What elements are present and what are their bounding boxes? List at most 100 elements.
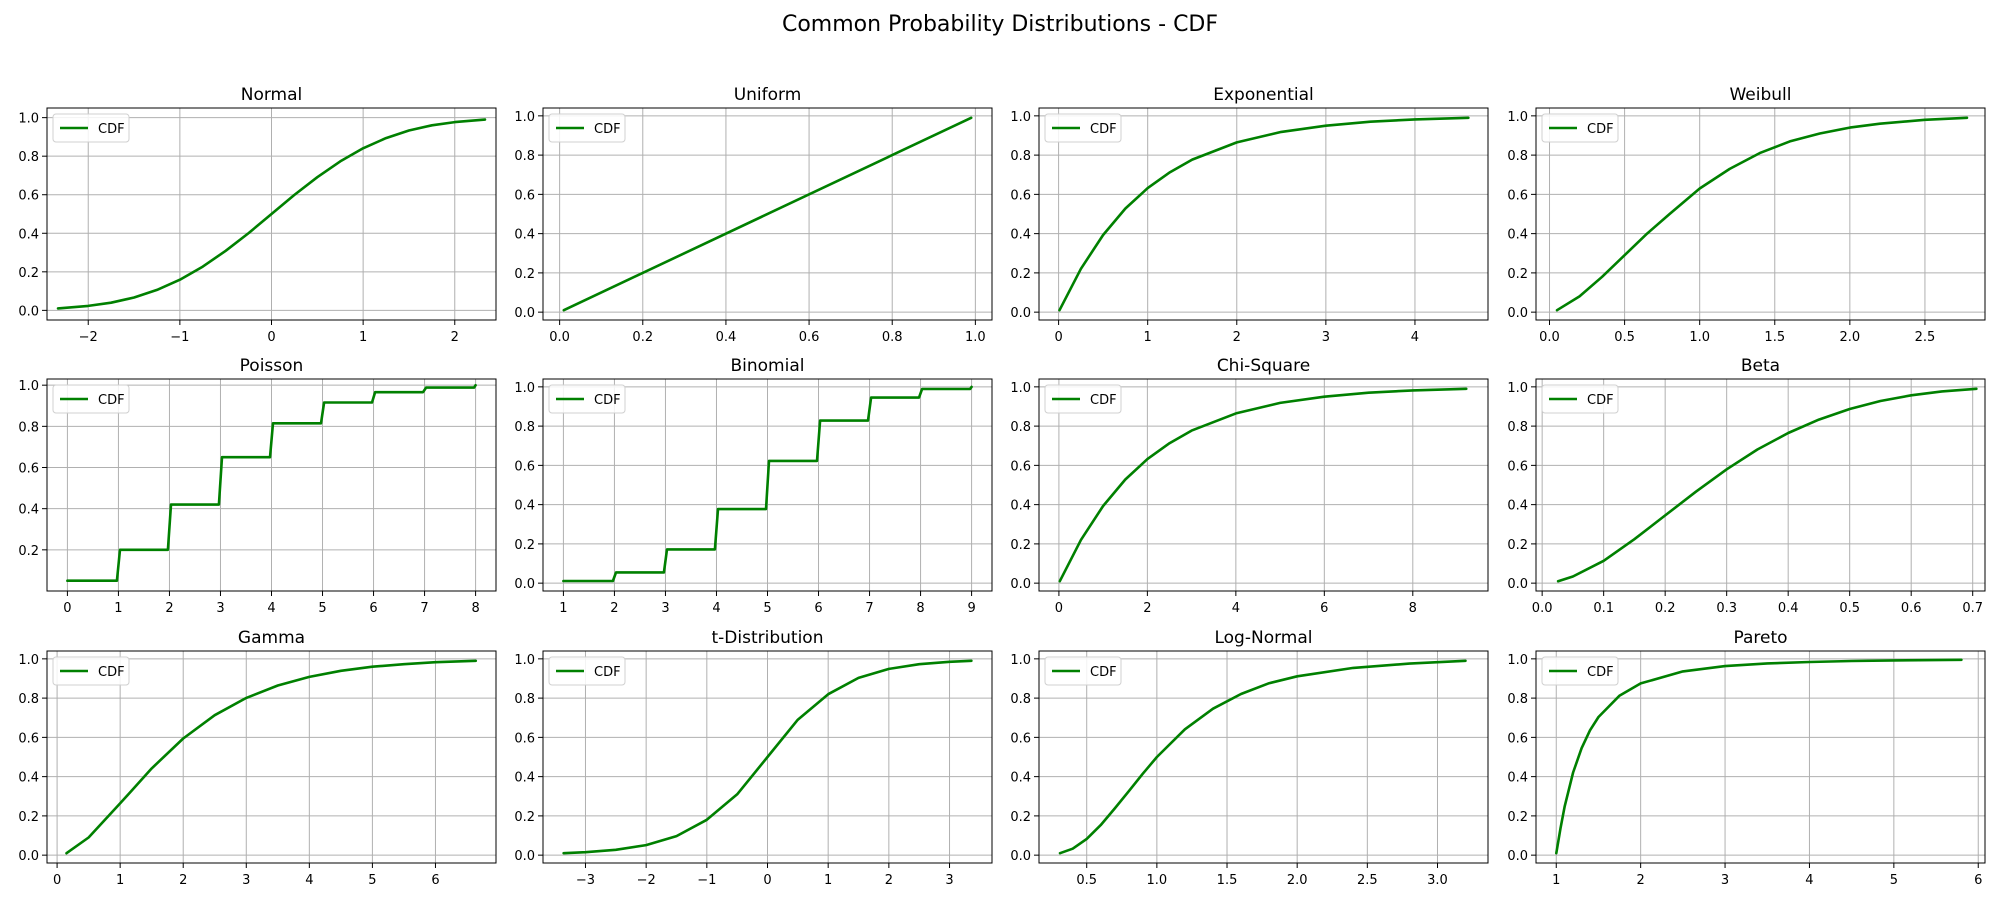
legend-box — [1541, 113, 1619, 143]
y-tick-label: 0.0 — [18, 304, 39, 319]
legend-box — [548, 384, 626, 414]
y-tick-label: 0.4 — [1010, 499, 1031, 514]
legend-box — [548, 656, 626, 686]
x-tick-label: 1.5 — [1217, 873, 1238, 888]
y-tick-label: 0.0 — [1010, 577, 1031, 592]
x-tick-label: −1 — [170, 330, 189, 345]
y-tick-label: 0.6 — [1507, 188, 1528, 203]
x-tick-label: 0.2 — [1655, 601, 1676, 616]
x-tick-label: 1 — [359, 330, 367, 345]
x-tick-label: 2 — [885, 873, 893, 888]
y-tick-label: 0.4 — [514, 228, 535, 243]
legend: CDF — [1541, 113, 1619, 143]
x-tick-label: 2 — [165, 601, 173, 616]
axes-frame — [1535, 378, 1986, 592]
y-tick-label: 0.6 — [18, 462, 39, 477]
y-tick-label: 0.2 — [18, 810, 39, 825]
subplot-title: Beta — [1741, 356, 1780, 376]
x-tick-label: 2 — [610, 601, 618, 616]
x-tick-label: 8 — [916, 601, 924, 616]
legend: CDF — [52, 384, 130, 414]
x-tick-label: 3 — [945, 873, 953, 888]
y-tick-label: 0.8 — [18, 692, 39, 707]
y-tick-label: 0.2 — [514, 267, 535, 282]
figure-title: Common Probability Distributions - CDF — [781, 12, 1219, 37]
y-tick-label: 0.6 — [18, 189, 39, 204]
plot-area — [1536, 108, 1985, 320]
legend: CDF — [548, 113, 626, 143]
x-tick-label: 7 — [865, 601, 873, 616]
x-tick-label: −1 — [697, 873, 716, 888]
y-tick-label: 0.6 — [1010, 188, 1031, 203]
subplot-7: Beta 0.0 0.1 0.2 0.3 0.4 0.5 0.6 0.7 0.0 0.2 0.4 0.6… — [1507, 356, 1986, 616]
y-tick-label: 1.0 — [18, 112, 39, 127]
y-tick-label: 0.0 — [1010, 306, 1031, 321]
x-tick-label: 1.0 — [1689, 330, 1710, 345]
legend: CDF — [52, 656, 130, 686]
legend-box — [1044, 384, 1122, 414]
legend-box — [548, 113, 626, 143]
y-tick-label: 1.0 — [514, 653, 535, 668]
subplot-title: Uniform — [734, 85, 802, 105]
x-tick-label: 3.0 — [1427, 873, 1448, 888]
x-tick-label: 0.4 — [716, 330, 737, 345]
x-tick-label: 0.7 — [1962, 601, 1983, 616]
y-tick-label: 0.0 — [1507, 306, 1528, 321]
legend-label: CDF — [1587, 393, 1614, 408]
y-tick-label: 0.2 — [1010, 267, 1031, 282]
legend-box — [1541, 384, 1619, 414]
y-tick-label: 0.4 — [1010, 771, 1031, 786]
x-tick-label: 0 — [1055, 601, 1063, 616]
y-tick-label: 0.0 — [1010, 849, 1031, 864]
x-tick-label: 8 — [471, 601, 479, 616]
y-tick-label: 0.8 — [514, 149, 535, 164]
subplot-title: Normal — [241, 85, 303, 105]
subplot-title: Chi-Square — [1217, 356, 1310, 376]
cdf-series-line — [1555, 116, 1969, 312]
legend-label: CDF — [98, 393, 125, 408]
x-tick-label: 9 — [967, 601, 975, 616]
y-tick-label: 1.0 — [1010, 653, 1031, 668]
legend: CDF — [1541, 656, 1619, 686]
legend: CDF — [1044, 113, 1122, 143]
y-tick-label: 0.6 — [1507, 459, 1528, 474]
y-tick-label: 0.2 — [1010, 538, 1031, 553]
x-tick-label: 6 — [369, 601, 377, 616]
x-tick-label: 1 — [1552, 873, 1560, 888]
x-tick-label: 5 — [368, 873, 376, 888]
x-tick-label: 3 — [242, 873, 250, 888]
legend-box — [52, 384, 130, 414]
subplot-3: Weibull 0.0 0.5 1.0 1.5 2.0 2.5 0.0 0.2 0.4 0.6 0.8… — [1507, 85, 1986, 345]
subplot-title: Binomial — [731, 356, 805, 376]
legend-label: CDF — [594, 393, 621, 408]
subplot-1: Uniform 0.0 0.2 0.4 0.6 0.8 1.0 0.0 0.2 0.4 0.6 0.8… — [514, 85, 993, 345]
x-tick-label: 3 — [216, 601, 224, 616]
plot-area — [47, 651, 496, 863]
x-tick-label: 0.4 — [1778, 601, 1799, 616]
x-tick-label: 4 — [267, 601, 275, 616]
subplot-4: Poisson 0 1 2 3 4 5 6 7 8 0.2 0.4 0.6 0.8 1.0 CDF — [18, 356, 497, 616]
y-tick-label: 0.2 — [514, 810, 535, 825]
legend-label: CDF — [594, 665, 621, 680]
legend-label: CDF — [98, 665, 125, 680]
cdf-series-line — [1058, 659, 1467, 855]
y-tick-label: 0.6 — [514, 188, 535, 203]
x-tick-label: 4 — [1232, 601, 1240, 616]
y-tick-label: 1.0 — [1010, 110, 1031, 125]
x-tick-label: −2 — [637, 873, 656, 888]
subplot-6: Chi-Square 0 2 4 6 8 0.0 0.2 0.4 0.6 0.8 1.0 CDF — [1010, 356, 1489, 616]
y-tick-label: 0.6 — [18, 731, 39, 746]
x-tick-label: 2.5 — [1357, 873, 1378, 888]
cdf-series-line — [1555, 658, 1963, 855]
y-tick-label: 0.8 — [1010, 692, 1031, 707]
y-tick-label: 0.8 — [1010, 420, 1031, 435]
x-tick-label: 0.8 — [882, 330, 903, 345]
axes-frame — [1038, 378, 1489, 592]
x-tick-label: 0 — [1054, 330, 1062, 345]
x-tick-label: 7 — [420, 601, 428, 616]
y-tick-label: 0.0 — [18, 849, 39, 864]
x-tick-label: 3 — [1322, 330, 1330, 345]
cdf-series-line — [562, 385, 973, 583]
x-tick-label: 0.0 — [549, 330, 570, 345]
y-tick-label: 0.2 — [1507, 538, 1528, 553]
